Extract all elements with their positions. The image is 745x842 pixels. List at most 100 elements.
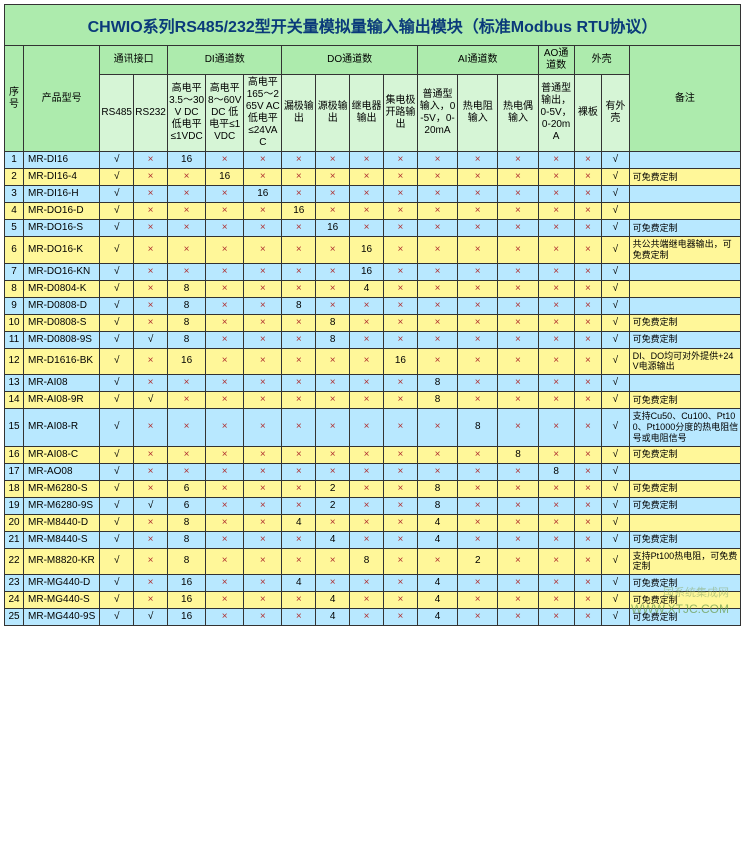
cell-value: ×	[244, 592, 282, 609]
cell-value: ×	[498, 263, 538, 280]
cell-note: 支持Pt100热电阻，可免费定制	[629, 548, 740, 575]
cell-value: ×	[316, 514, 350, 531]
cell-value: ×	[417, 220, 457, 237]
cell-value: ×	[316, 348, 350, 375]
cell-value: 8	[168, 280, 206, 297]
cell-value: ×	[498, 314, 538, 331]
cell-value: ×	[206, 497, 244, 514]
table-row: 3MR-DI16-H√×××16×××××××××√	[5, 186, 741, 203]
cell-value: ×	[384, 514, 418, 531]
cell-value: ×	[244, 514, 282, 531]
cell-value: √	[602, 237, 630, 264]
cell-value: ×	[282, 409, 316, 446]
cell-value: √	[134, 392, 168, 409]
cell-value: ×	[206, 548, 244, 575]
cell-value: 16	[350, 263, 384, 280]
cell-value: ×	[206, 331, 244, 348]
cell-value: ×	[498, 280, 538, 297]
cell-value: ×	[350, 446, 384, 463]
table-row: 21MR-M8440-S√×8×××4××4××××√可免费定制	[5, 531, 741, 548]
cell-note: 可免费定制	[629, 609, 740, 626]
cell-value: ×	[384, 203, 418, 220]
cell-value: ×	[350, 592, 384, 609]
cell-value: √	[602, 331, 630, 348]
cell-value: 8	[538, 463, 574, 480]
cell-seq: 7	[5, 263, 24, 280]
cell-value: ×	[458, 297, 498, 314]
cell-value: ×	[282, 331, 316, 348]
cell-value: ×	[458, 375, 498, 392]
cell-value: 8	[417, 497, 457, 514]
cell-value: ×	[282, 463, 316, 480]
table-row: 8MR-D0804-K√×8××××4××××××√	[5, 280, 741, 297]
cell-value: ×	[384, 392, 418, 409]
cell-value: ×	[458, 314, 498, 331]
cell-note	[629, 203, 740, 220]
cell-seq: 2	[5, 169, 24, 186]
cell-value: 8	[168, 514, 206, 531]
cell-value: 16	[168, 575, 206, 592]
hdr-sh1: 裸板	[574, 75, 602, 152]
cell-value: ×	[538, 409, 574, 446]
cell-value: 4	[417, 592, 457, 609]
cell-value: 6	[168, 480, 206, 497]
hdr-do4: 集电极开路输出	[384, 75, 418, 152]
cell-value: ×	[206, 480, 244, 497]
cell-value: ×	[538, 203, 574, 220]
cell-value: 16	[316, 220, 350, 237]
cell-value: ×	[134, 592, 168, 609]
cell-value: ×	[384, 237, 418, 264]
cell-value: ×	[574, 297, 602, 314]
table-row: 18MR-M6280-S√×6×××2××8××××√可免费定制	[5, 480, 741, 497]
cell-value: ×	[574, 152, 602, 169]
cell-seq: 5	[5, 220, 24, 237]
cell-value: ×	[538, 375, 574, 392]
cell-note	[629, 263, 740, 280]
table-row: 11MR-D0808-9S√√8×××8×××××××√可免费定制	[5, 331, 741, 348]
cell-value: ×	[458, 220, 498, 237]
hdr-ao1: 普通型输出，0-5V，0-20mA	[538, 75, 574, 152]
cell-value: ×	[498, 169, 538, 186]
cell-seq: 4	[5, 203, 24, 220]
cell-value: ×	[417, 263, 457, 280]
cell-value: 4	[417, 531, 457, 548]
cell-value: ×	[168, 237, 206, 264]
cell-value: ×	[168, 446, 206, 463]
cell-value: ×	[384, 463, 418, 480]
cell-value: ×	[384, 531, 418, 548]
cell-value: ×	[206, 348, 244, 375]
cell-seq: 6	[5, 237, 24, 264]
cell-value: ×	[282, 169, 316, 186]
cell-value: ×	[316, 152, 350, 169]
cell-value: ×	[384, 548, 418, 575]
cell-model: MR-DI16-H	[24, 186, 100, 203]
cell-value: ×	[574, 446, 602, 463]
hdr-ai1: 普通型输入，0-5V，0-20mA	[417, 75, 457, 152]
hdr-ao: AO通道数	[538, 46, 574, 75]
table-row: 1MR-DI16√×16×××××××××××√	[5, 152, 741, 169]
cell-value: √	[602, 548, 630, 575]
cell-value: ×	[244, 280, 282, 297]
cell-value: √	[100, 575, 134, 592]
cell-value: ×	[282, 609, 316, 626]
cell-value: ×	[134, 531, 168, 548]
cell-value: ×	[498, 186, 538, 203]
cell-seq: 11	[5, 331, 24, 348]
hdr-do: DO通道数	[282, 46, 418, 75]
cell-value: ×	[458, 497, 498, 514]
cell-value: ×	[538, 169, 574, 186]
cell-seq: 1	[5, 152, 24, 169]
cell-value: ×	[282, 237, 316, 264]
cell-value: ×	[244, 609, 282, 626]
cell-value: ×	[417, 237, 457, 264]
cell-value: 2	[458, 548, 498, 575]
cell-value: ×	[538, 280, 574, 297]
cell-model: MR-D0808-D	[24, 297, 100, 314]
cell-model: MR-MG440-9S	[24, 609, 100, 626]
cell-value: ×	[417, 548, 457, 575]
cell-value: ×	[282, 531, 316, 548]
cell-value: ×	[458, 237, 498, 264]
cell-value: ×	[538, 314, 574, 331]
cell-value: √	[602, 375, 630, 392]
cell-value: ×	[350, 203, 384, 220]
